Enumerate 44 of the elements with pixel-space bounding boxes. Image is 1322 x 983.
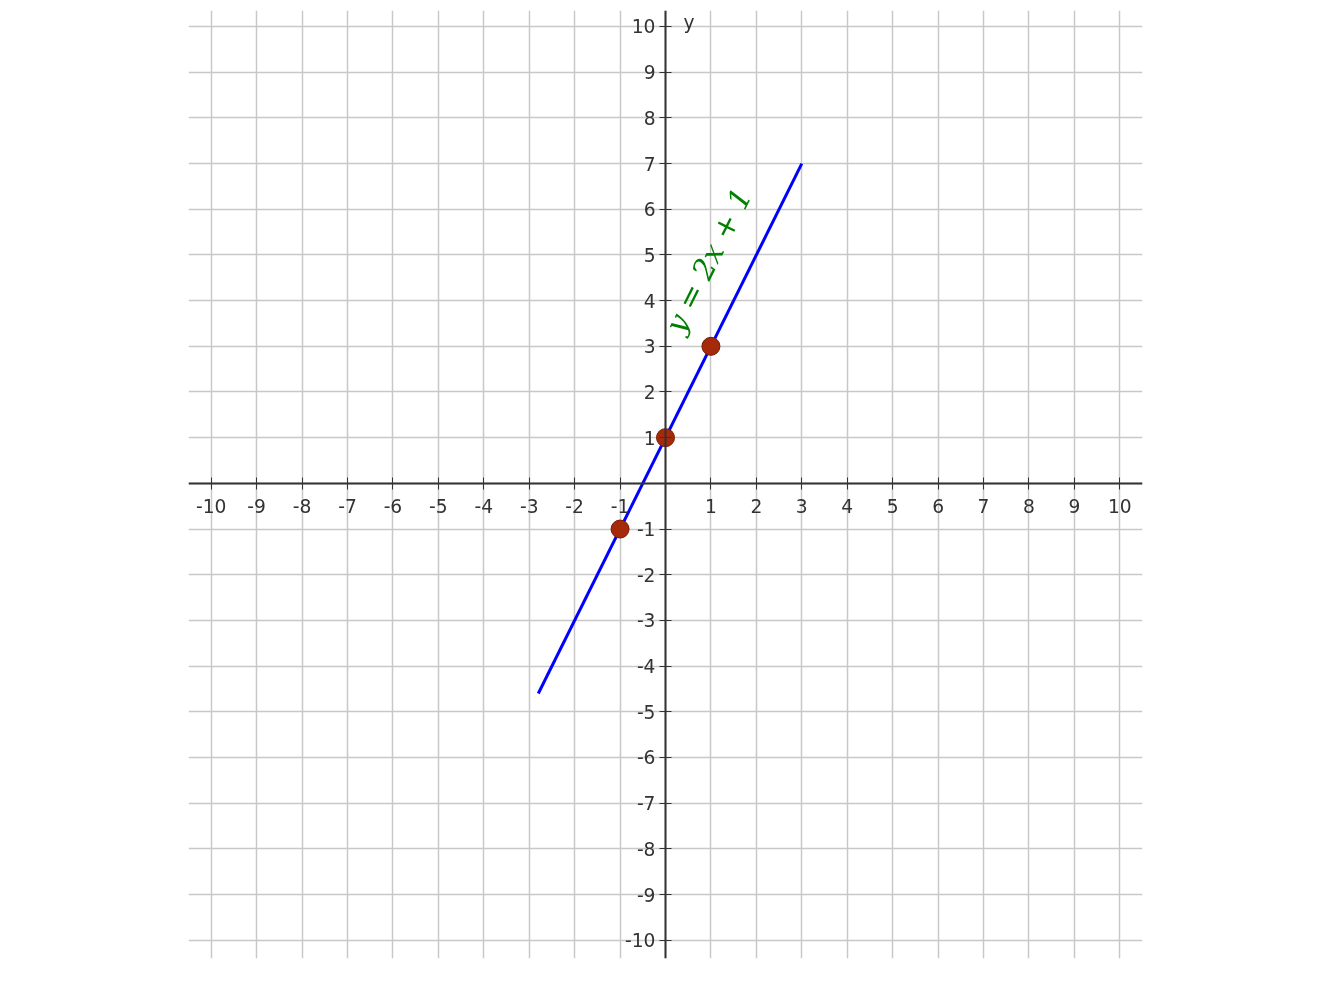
y-tick-label: 8 xyxy=(643,107,656,129)
y-tick-label: 9 xyxy=(643,62,656,84)
y-tick-label: -3 xyxy=(636,610,656,632)
y-tick-label: 7 xyxy=(643,153,656,175)
x-tick-label: 2 xyxy=(750,496,763,518)
x-tick-label: 5 xyxy=(886,496,899,518)
y-tick-label: -1 xyxy=(636,519,656,541)
x-tick-label: -7 xyxy=(338,496,357,518)
y-tick-label: -4 xyxy=(636,656,656,678)
y-tick-label: -2 xyxy=(636,564,656,586)
x-tick-label: -4 xyxy=(474,496,494,518)
annotation: y = 2x + 1 xyxy=(657,182,759,341)
y-tick-label: -8 xyxy=(636,838,656,860)
x-tick-label: 7 xyxy=(977,496,990,518)
y-tick-label: 6 xyxy=(643,199,656,221)
x-tick-label: -5 xyxy=(429,496,448,518)
x-tick-label: -1 xyxy=(610,496,630,518)
x-tick-label: 1 xyxy=(704,496,717,518)
y-tick-label: -7 xyxy=(636,793,656,815)
y-tick-label: -6 xyxy=(636,747,656,769)
x-tick-label: 4 xyxy=(841,496,854,518)
y-tick-label: 3 xyxy=(643,336,656,358)
y-tick-label: -9 xyxy=(636,884,656,906)
x-tick-label: 6 xyxy=(932,496,945,518)
y-tick-label: -5 xyxy=(636,701,656,723)
y-axis-title: y xyxy=(683,11,695,33)
y-tick-label: 2 xyxy=(643,381,656,403)
x-tick-label: -9 xyxy=(247,496,266,518)
point xyxy=(610,519,630,539)
y-tick-label: 1 xyxy=(643,427,656,449)
y-tick-label: 10 xyxy=(631,16,656,38)
x-tick-label: 8 xyxy=(1022,496,1035,518)
y-tick-label: -10 xyxy=(625,930,656,952)
x-tick-label: -8 xyxy=(292,496,312,518)
x-tick-label: 3 xyxy=(795,496,808,518)
y-tick-label: 4 xyxy=(643,290,656,312)
x-tick-label: -6 xyxy=(383,496,403,518)
x-tick-label: 9 xyxy=(1068,496,1081,518)
x-tick-label: -3 xyxy=(519,496,539,518)
x-tick-label: -2 xyxy=(565,496,584,518)
point xyxy=(701,336,721,356)
x-tick-label: 10 xyxy=(1107,496,1132,518)
y-tick-label: 5 xyxy=(643,244,656,266)
x-tick-label: -10 xyxy=(195,496,227,518)
